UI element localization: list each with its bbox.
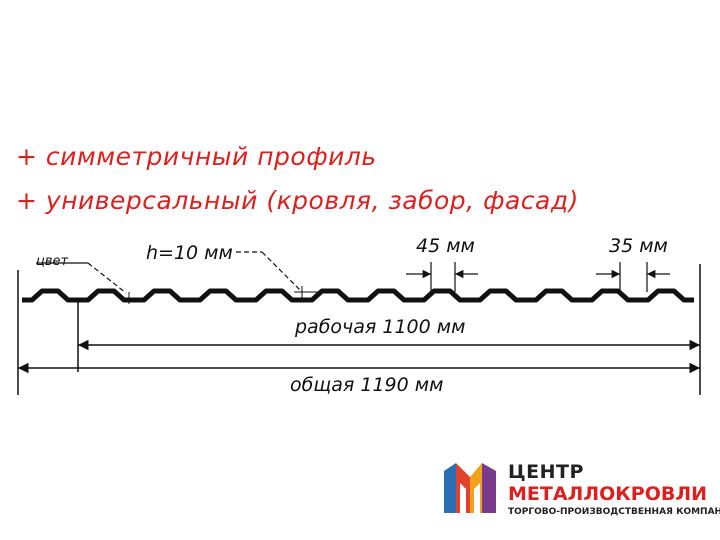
logo-line2: МЕТАЛЛОКРОВЛИ	[508, 483, 708, 505]
logo-mark-icon	[444, 463, 496, 513]
label-working: рабочая 1100 мм	[294, 316, 465, 338]
feature-universal: + универсальный (кровля, забор, фасад)	[16, 186, 579, 215]
label-height: h=10 мм	[146, 242, 233, 264]
color-leader-d	[87, 262, 127, 294]
height-leader-d	[261, 251, 303, 293]
label-rib: 45 мм	[416, 235, 475, 257]
feature-symmetric: + симметричный профиль	[16, 142, 377, 171]
label-valley: 35 мм	[609, 235, 668, 257]
logo-tagline: ТОРГОВО-ПРОИЗВОДСТВЕННАЯ КОМПАНИЯ	[508, 507, 720, 517]
profile-sheet	[22, 288, 694, 303]
company-logo: ЦЕНТР МЕТАЛЛОКРОВЛИ ТОРГОВО-ПРОИЗВОДСТВЕ…	[442, 455, 720, 530]
label-color: цвет	[36, 254, 69, 269]
logo-line1: ЦЕНТР	[508, 461, 584, 483]
label-total: общая 1190 мм	[290, 374, 443, 396]
